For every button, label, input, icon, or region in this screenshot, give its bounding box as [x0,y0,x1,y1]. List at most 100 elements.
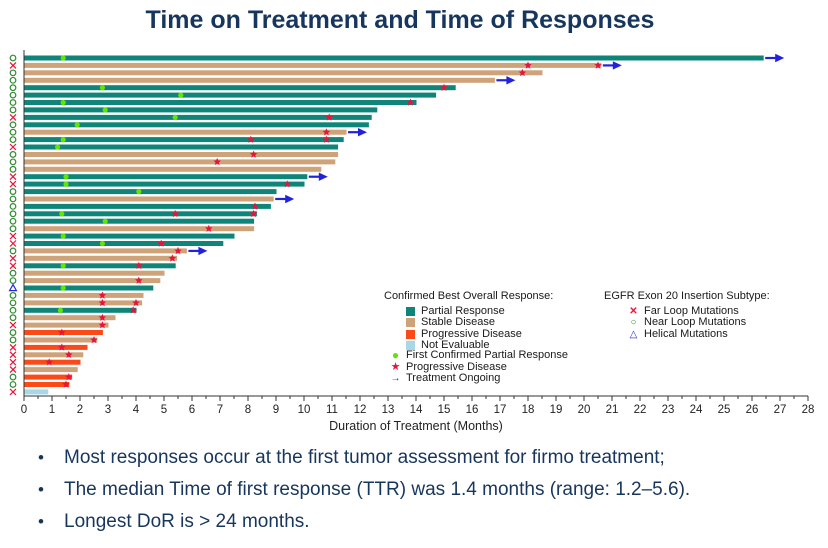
near-loop-circle-icon [9,165,17,173]
near-loop-circle-icon [9,292,17,299]
far-loop-x-icon [9,351,17,359]
progression-star-icon [157,239,165,247]
legend-item-treatment-ongoing: → Treatment Ongoing [384,372,568,385]
bullet-item: • Longest DoR is > 24 months. [18,510,818,534]
progression-star-icon [322,128,331,136]
near-loop-circle-icon [9,329,17,336]
legend-item-label: First Confirmed Partial Response [406,349,569,361]
treatment-bar [24,278,161,284]
bullet-text: Longest DoR is > 24 months. [64,511,310,532]
treatment-bar [24,144,339,150]
treatment-bar [24,337,98,343]
not-evaluable-swatch-icon [406,341,415,351]
treatment-bar [24,129,347,135]
x-tick-label: 25 [718,404,731,416]
legend-item-label: Treatment Ongoing [406,372,501,384]
treatment-bar [24,92,437,98]
x-tick-label: 20 [578,404,591,416]
bullet-item: • Most responses occur at the first tumo… [18,446,818,470]
far-loop-x-icon [9,388,17,396]
ongoing-arrow-head-icon [775,53,785,63]
bullet-icon: • [38,448,44,467]
progression-star-icon [98,313,107,321]
progression-star-icon [58,343,66,351]
x-tick-label: 23 [662,404,675,416]
treatment-bar [24,285,154,291]
far-loop-x-icon [9,254,17,262]
bullet-icon: • [38,480,44,499]
x-tick-label: 14 [410,404,423,416]
near-loop-circle-icon [9,269,17,277]
circle-outline-icon: ○ [630,317,637,328]
treatment-bar [24,181,305,187]
ongoing-arrow-head-icon [358,128,367,137]
legend-item-not-evaluable: Not Evaluable [384,339,553,352]
x-tick-label: 10 [298,404,311,416]
stable-disease-swatch-icon [406,318,415,328]
progression-star-icon [45,358,53,366]
treatment-bar [24,315,116,321]
treatment-bar [24,218,255,224]
legend-item-far-loop: ✕ Far Loop Mutations [604,305,770,318]
first-response-dot-icon [102,218,108,224]
treatment-bar [24,152,339,157]
progression-star-icon [98,291,107,299]
treatment-bar [24,55,764,61]
near-loop-circle-icon [9,217,17,225]
treatment-bar [24,241,224,246]
first-response-dot-icon [60,285,66,291]
treatment-bar [24,307,137,313]
near-loop-circle-icon [9,299,17,307]
progression-star-icon [325,113,333,121]
progression-star-icon [174,246,182,255]
treatment-bar [24,270,165,276]
far-loop-x-icon [9,232,17,240]
progression-star-icon [168,254,177,262]
x-tick-label: 1 [49,404,55,416]
legend-event-markers: ● First Confirmed Partial Response ★ Pro… [384,349,569,385]
progression-star-icon [249,150,258,158]
x-tick-label: 7 [217,404,223,416]
progression-star-icon [90,336,98,344]
x-tick-label: 0 [21,404,27,416]
progression-star-icon [65,350,73,358]
treatment-bar [24,196,274,202]
treatment-bar [24,248,187,254]
near-loop-circle-icon [9,188,17,195]
legend-item-first-confirmed-pr: ● First Confirmed Partial Response [384,349,569,362]
first-response-dot-icon [60,263,66,269]
summary-bullets: • Most responses occur at the first tumo… [18,446,818,542]
first-response-dot-icon [178,92,184,98]
ongoing-arrow-head-icon [506,76,516,85]
bullet-icon: • [38,512,44,531]
near-loop-circle-icon [9,54,17,62]
ongoing-arrow-head-icon [612,61,622,70]
first-response-dot-icon [136,188,142,195]
legend-best-overall-response: Confirmed Best Overall Response: Partial… [384,290,553,352]
page-title: Time on Treatment and Time of Responses [145,6,655,34]
x-tick-label: 5 [161,404,167,416]
progression-star-icon [247,135,255,143]
swimmer-plot-container: 0 1 2 3 4 5 6 7 8 9 10 11 12 13 14 15 16 17 18 19 20 21 22 23 24… [0,46,828,438]
legend-item-label: Not Evaluable [421,339,490,351]
x-tick-label: 27 [774,404,787,416]
progression-star-icon [129,306,137,314]
legend-subtype-header: EGFR Exon 20 Insertion Subtype: [604,290,770,302]
x-tick-label: 26 [746,404,759,416]
legend-item-label: Progressive Disease [406,360,507,373]
ongoing-arrow-head-icon [318,172,328,181]
treatment-bar [24,122,369,128]
treatment-bar [24,189,277,195]
progression-star-icon [135,261,143,269]
ongoing-arrow-head-icon [198,246,208,256]
first-response-dot-icon [57,307,64,313]
legend-item-progressive-disease-star: ★ Progressive Disease [384,360,568,374]
far-loop-x-icon [9,143,17,151]
progression-star-icon [132,298,140,307]
far-loop-x-icon [9,180,17,188]
x-mark-icon: ✕ [629,305,638,317]
near-loop-circle-icon [9,277,17,285]
near-loop-circle-icon [9,151,17,158]
x-tick-label: 28 [802,404,815,416]
